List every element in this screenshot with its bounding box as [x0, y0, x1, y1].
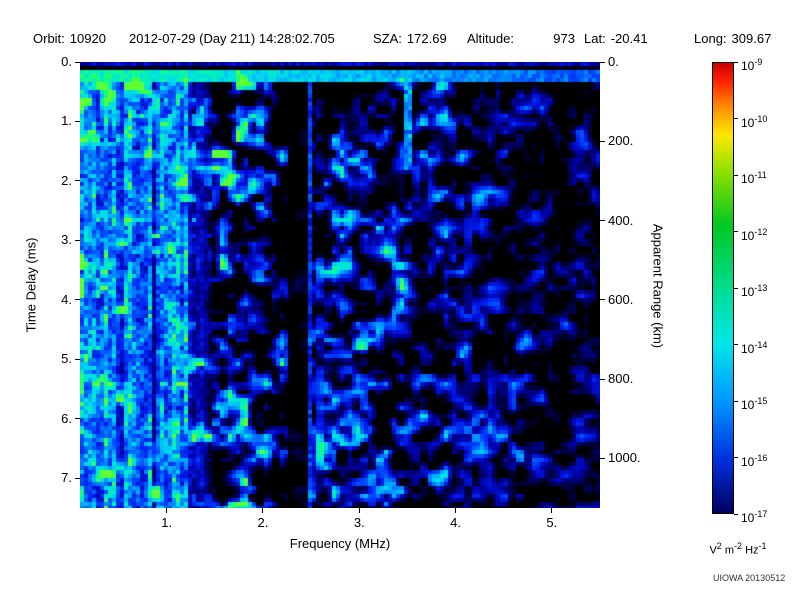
lat-field: Lat: -20.41 [584, 31, 648, 46]
y-left-tick [75, 120, 80, 122]
colorbar-gradient [713, 63, 733, 513]
y-left-tick-label: 3. [61, 232, 72, 248]
x-axis-tick [166, 508, 168, 513]
y-right-tick [600, 61, 605, 63]
sza-field: SZA: 172.69 [373, 31, 447, 46]
y-axis-label-right: Apparent Range (km) [650, 223, 666, 349]
colorbar-tick [734, 174, 738, 176]
altitude-field: Altitude: 973 [467, 31, 575, 46]
colorbar-tick-label: 10-9 [741, 57, 763, 73]
y-left-tick-label: 2. [61, 172, 72, 188]
long-label: Long: [694, 31, 727, 46]
credit-text: UIOWA 20130512 [713, 573, 786, 583]
colorbar-tick-label: 10-14 [741, 339, 768, 356]
x-axis-tick [262, 508, 264, 513]
y-right-tick-label: 800. [608, 371, 634, 387]
datetime-field: 2012-07-29 (Day 211) 14:28:02.705 [129, 31, 335, 46]
y-axis-label-left: Time Delay (ms) [23, 237, 39, 333]
colorbar-tick-label: 10-10 [741, 113, 768, 130]
y-right-tick-label: 1000. [608, 450, 641, 466]
long-value: 309.67 [731, 31, 772, 46]
altitude-value: 973 [553, 31, 575, 46]
y-right-tick-label: 400. [608, 212, 634, 228]
colorbar-tick [734, 400, 738, 402]
y-left-tick [75, 358, 80, 360]
spectrogram-canvas [80, 62, 600, 508]
y-left-tick-label: 1. [61, 113, 72, 129]
colorbar-tick-label: 10-11 [741, 170, 767, 186]
colorbar-tick [734, 344, 738, 345]
colorbar-tick [734, 513, 738, 515]
y-right-tick-label: 0. [608, 54, 619, 69]
y-right-tick [600, 220, 605, 222]
altitude-label: Altitude: [467, 31, 514, 46]
colorbar-tick [734, 231, 738, 232]
colorbar-tick-label: 10-17 [741, 509, 768, 525]
colorbar-tick-label: 10-15 [741, 396, 768, 412]
y-left-tick-label: 7. [61, 470, 72, 486]
colorbar-unit-label: V2 m-2 Hz-1 [709, 541, 767, 557]
y-right-tick-label: 600. [608, 291, 634, 307]
header-info: Orbit: 10920 2012-07-29 (Day 211) 14:28:0… [0, 31, 800, 47]
lat-label: Lat: [584, 31, 606, 46]
colorbar-tick-label: 10-16 [741, 452, 768, 469]
colorbar-tick [734, 61, 738, 63]
x-tick-label: 4. [450, 515, 461, 530]
colorbar-tick [734, 457, 738, 458]
x-axis-tick [551, 508, 553, 513]
y-left-tick [75, 61, 80, 63]
colorbar-tick [734, 287, 738, 289]
x-tick-label: 1. [161, 515, 173, 530]
y-left-tick [75, 299, 80, 301]
x-axis-tick [358, 508, 360, 513]
x-tick-label: 3. [353, 515, 365, 530]
colorbar [712, 62, 734, 514]
colorbar-tick-label: 10-12 [741, 226, 768, 243]
y-left-tick-label: 4. [61, 291, 72, 307]
orbit-value: 10920 [69, 31, 106, 46]
orbit-label: Orbit: [33, 31, 65, 46]
orbit-field: Orbit: 10920 [33, 31, 106, 46]
x-axis-tick [455, 508, 457, 513]
lat-value: -20.41 [610, 31, 648, 46]
y-right-tick [600, 457, 605, 459]
y-left-tick-label: 6. [61, 410, 72, 426]
x-tick-label: 5. [546, 515, 558, 530]
y-right-tick [600, 378, 605, 380]
y-left-tick [75, 418, 80, 420]
y-right-tick [600, 299, 605, 301]
y-left-tick [75, 477, 80, 479]
sza-value: 172.69 [406, 31, 447, 46]
y-right-tick [600, 140, 605, 142]
y-left-tick [75, 239, 80, 241]
colorbar-tick-label: 10-13 [741, 283, 768, 299]
x-axis-label: Frequency (MHz) [289, 536, 391, 551]
y-left-tick [75, 180, 80, 182]
long-field: Long: 309.67 [694, 31, 771, 46]
colorbar-tick [734, 118, 738, 119]
y-left-tick-label: 5. [61, 351, 72, 367]
sza-label: SZA: [373, 31, 402, 46]
y-right-tick-label: 200. [608, 133, 634, 149]
x-tick-label: 2. [257, 515, 269, 530]
y-left-tick-label: 0. [61, 54, 72, 69]
spectrogram-plot [80, 62, 600, 508]
